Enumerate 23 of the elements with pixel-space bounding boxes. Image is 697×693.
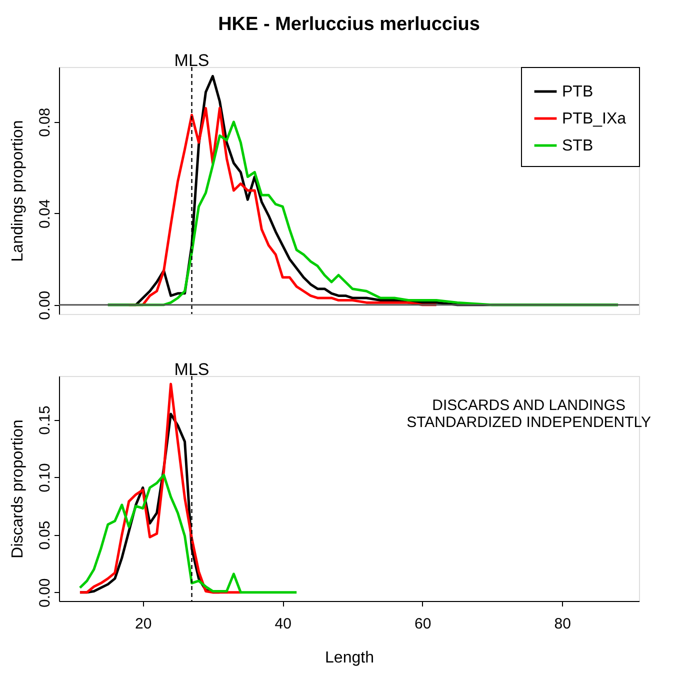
y-tick-label: 0.05 — [36, 520, 54, 550]
legend-label: PTB — [562, 84, 594, 100]
y-tick-label: 0.00 — [36, 290, 54, 320]
y-axis-title: Landings proportion — [10, 120, 26, 262]
ref-line-label: MLS — [174, 360, 210, 379]
line-series — [78, 382, 242, 594]
y-axis-title: Discards proportion — [10, 420, 26, 558]
y-tick-label: 0.00 — [36, 578, 54, 608]
x-tick-label: 20 — [135, 616, 152, 632]
y-tick-label: 0.15 — [36, 406, 54, 435]
annotation: DISCARDS AND LANDINGS STANDARDIZED INDEPENDENTLY — [406, 397, 652, 431]
x-tick-label: 40 — [274, 616, 292, 632]
x-tick-label: 80 — [554, 616, 571, 632]
ref-line-label: MLS — [174, 51, 210, 70]
x-tick-label: 60 — [414, 616, 432, 632]
legend-label: PTB_IXa — [562, 110, 626, 128]
line-series — [78, 474, 298, 594]
y-tick-label: 0.10 — [36, 463, 54, 492]
legend-label: STB — [562, 138, 594, 154]
chart-title: HKE - Merluccius merluccius — [218, 14, 480, 35]
y-tick-label: 0.04 — [36, 199, 54, 228]
y-tick-label: 0.08 — [36, 108, 54, 137]
x-axis-title: Length — [325, 650, 374, 666]
